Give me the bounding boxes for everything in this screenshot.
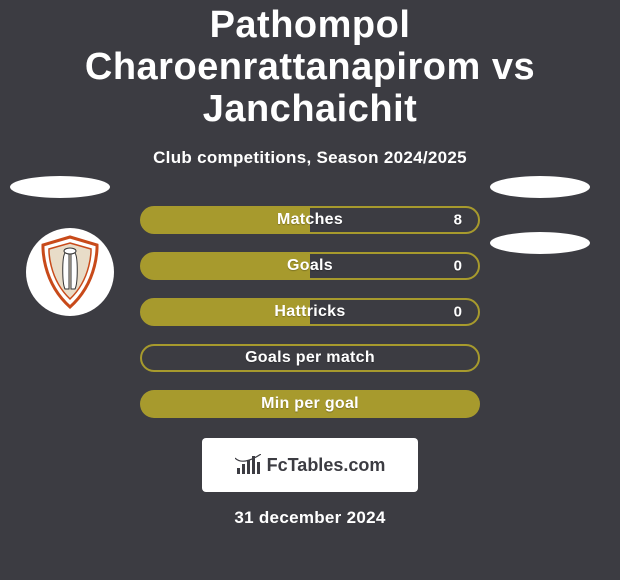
bar-chart-icon (235, 454, 261, 476)
stat-bar-label: Hattricks (274, 303, 345, 321)
stat-bar-goals: Goals 0 (140, 252, 480, 280)
comparison-title: Pathompol Charoenrattanapirom vs Janchai… (0, 0, 620, 130)
stat-bar-matches: Matches 8 (140, 206, 480, 234)
snapshot-date: 31 december 2024 (0, 508, 620, 528)
player-placeholder-ellipse (490, 232, 590, 254)
stat-bars: Matches 8 Goals 0 Hattricks 0 Goals per match M… (140, 206, 480, 418)
stat-bar-value: 0 (454, 258, 462, 275)
stat-bar-label: Goals per match (245, 349, 375, 367)
stat-bar-label: Goals (287, 257, 333, 275)
player-placeholder-ellipse (10, 176, 110, 198)
shield-icon (39, 235, 101, 309)
fctables-logo-text: FcTables.com (267, 455, 386, 476)
stat-bar-label: Matches (277, 211, 343, 229)
stat-bar-value: 8 (454, 212, 462, 229)
stat-bar-label: Min per goal (261, 395, 359, 413)
stat-bar-goals-per-match: Goals per match (140, 344, 480, 372)
stat-bar-min-per-goal: Min per goal (140, 390, 480, 418)
player-placeholder-ellipse (490, 176, 590, 198)
stat-bar-hattricks: Hattricks 0 (140, 298, 480, 326)
stat-bar-value: 0 (454, 304, 462, 321)
club-badge-circle (26, 228, 114, 316)
comparison-subtitle: Club competitions, Season 2024/2025 (0, 148, 620, 168)
fctables-logo[interactable]: FcTables.com (202, 438, 418, 492)
